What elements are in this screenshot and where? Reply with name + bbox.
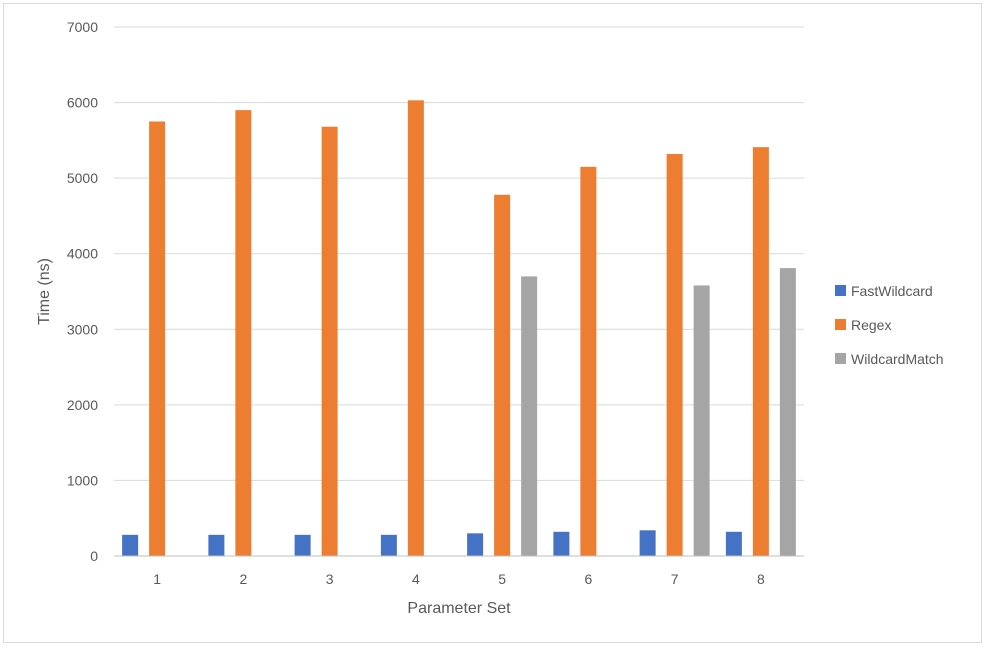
x-axis-ticks: 1 2 3 4 5 6 7 8 — [153, 571, 765, 587]
legend-label-regex: Regex — [851, 317, 891, 333]
y-tick-label: 3000 — [67, 321, 98, 337]
bar-regex-2 — [235, 110, 252, 556]
legend-swatch-regex — [835, 319, 846, 330]
x-tick-label: 6 — [584, 571, 592, 587]
legend-swatch-wildcardmatch — [835, 353, 846, 364]
bar-fastwildcard-4 — [380, 534, 397, 556]
x-tick-label: 2 — [239, 571, 247, 587]
x-tick-label: 8 — [757, 571, 765, 587]
x-tick-label: 4 — [412, 571, 420, 587]
x-tick-label: 1 — [153, 571, 161, 587]
bar-fastwildcard-3 — [294, 534, 311, 556]
x-tick-label: 3 — [326, 571, 334, 587]
bar-regex-4 — [407, 100, 424, 556]
y-tick-label: 0 — [90, 548, 98, 564]
y-axis-title: Time (ns) — [36, 258, 53, 325]
y-tick-label: 2000 — [67, 397, 98, 413]
bar-regex-7 — [666, 153, 683, 556]
gridlines — [114, 26, 804, 481]
y-tick-label: 1000 — [67, 472, 98, 488]
y-axis-ticks: 0 1000 2000 3000 4000 5000 6000 7000 — [67, 19, 98, 564]
bar-regex-3 — [321, 126, 338, 557]
bar-fastwildcard-8 — [725, 531, 742, 556]
legend: FastWildcard Regex WildcardMatch — [835, 283, 944, 367]
chart-frame — [3, 3, 982, 643]
legend-label-fastwildcard: FastWildcard — [851, 283, 933, 299]
bar-fastwildcard-1 — [122, 534, 139, 556]
bar-fastwildcard-2 — [208, 534, 225, 556]
y-tick-label: 6000 — [67, 95, 98, 111]
y-tick-label: 7000 — [67, 19, 98, 35]
y-tick-label: 4000 — [67, 246, 98, 262]
bar-fastwildcard-5 — [467, 533, 484, 556]
bar-regex-1 — [149, 121, 166, 556]
bar-regex-5 — [494, 194, 511, 557]
legend-label-wildcardmatch: WildcardMatch — [851, 351, 944, 367]
bar-regex-8 — [752, 147, 769, 556]
x-tick-label: 7 — [671, 571, 679, 587]
bar-fastwildcard-7 — [639, 530, 656, 556]
bar-wildcardmatch-8 — [779, 268, 796, 556]
bars — [122, 100, 796, 557]
bar-fastwildcard-6 — [553, 531, 570, 556]
y-tick-label: 5000 — [67, 170, 98, 186]
bar-wildcardmatch-7 — [693, 285, 710, 556]
legend-swatch-fastwildcard — [835, 285, 846, 296]
x-axis-title: Parameter Set — [407, 600, 511, 617]
bar-wildcardmatch-5 — [521, 276, 538, 556]
x-tick-label: 5 — [498, 571, 506, 587]
bar-regex-6 — [580, 166, 597, 557]
